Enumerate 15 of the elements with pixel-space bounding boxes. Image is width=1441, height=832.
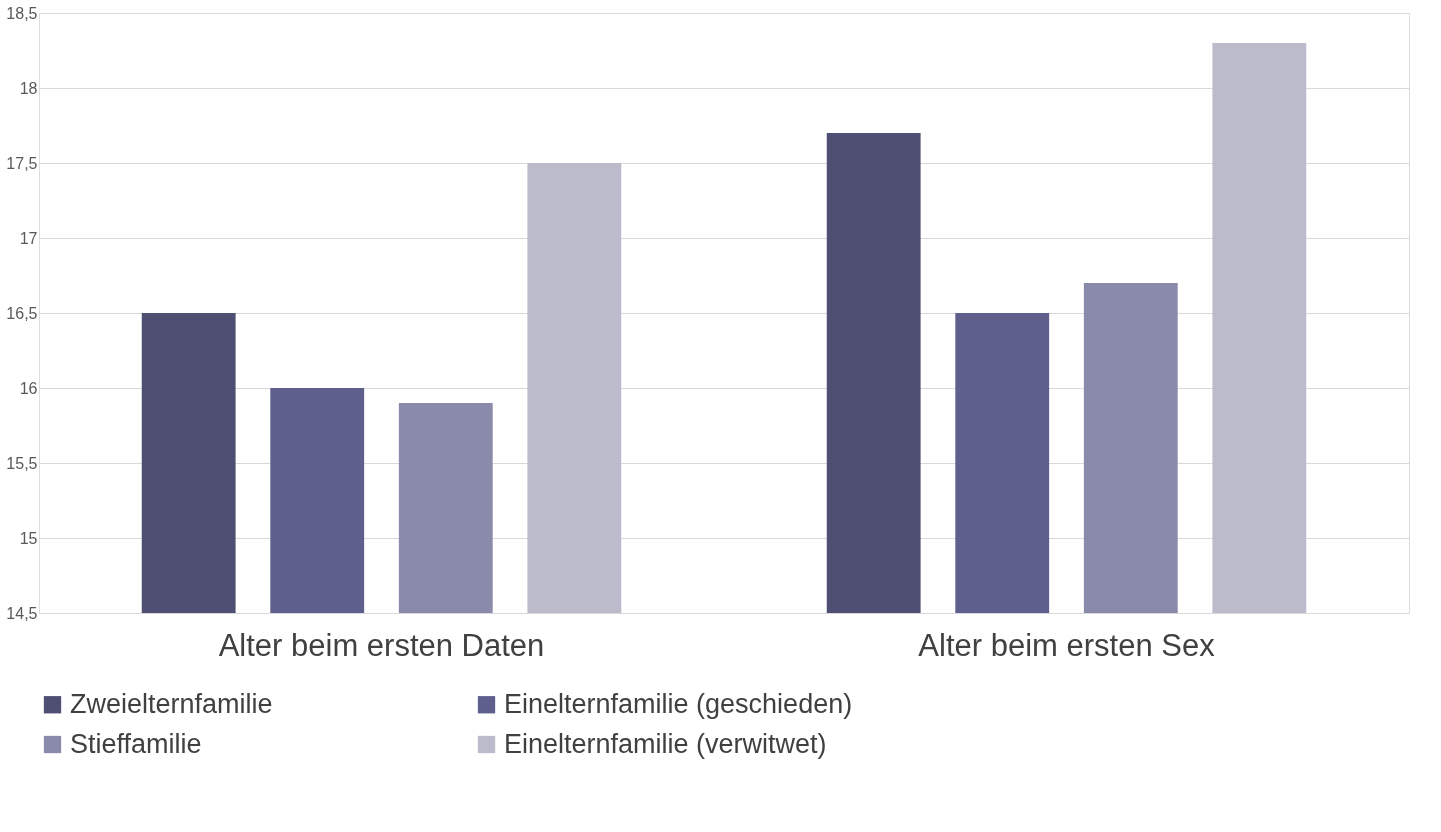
legend-label: Einelternfamilie (geschieden) bbox=[504, 688, 853, 719]
y-tick-label: 16,5 bbox=[6, 304, 38, 322]
legend-label: Einelternfamilie (verwitwet) bbox=[504, 728, 827, 759]
y-tick-label: 18,5 bbox=[6, 4, 38, 22]
y-tick-label: 17,5 bbox=[6, 154, 38, 172]
y-tick-label: 18 bbox=[19, 79, 38, 97]
y-tick-label: 15,5 bbox=[6, 454, 38, 472]
y-tick-label: 15 bbox=[19, 529, 38, 547]
x-tick-label: Alter beim ersten Sex bbox=[918, 627, 1216, 663]
legend-label: Zweielternfamilie bbox=[70, 688, 273, 719]
x-tick-label: Alter beim ersten Daten bbox=[218, 627, 545, 663]
y-tick-label: 17 bbox=[19, 229, 38, 247]
legend-label: Stieffamilie bbox=[70, 728, 202, 759]
y-tick-label: 14,5 bbox=[6, 604, 38, 622]
y-tick-label: 16 bbox=[19, 379, 38, 397]
